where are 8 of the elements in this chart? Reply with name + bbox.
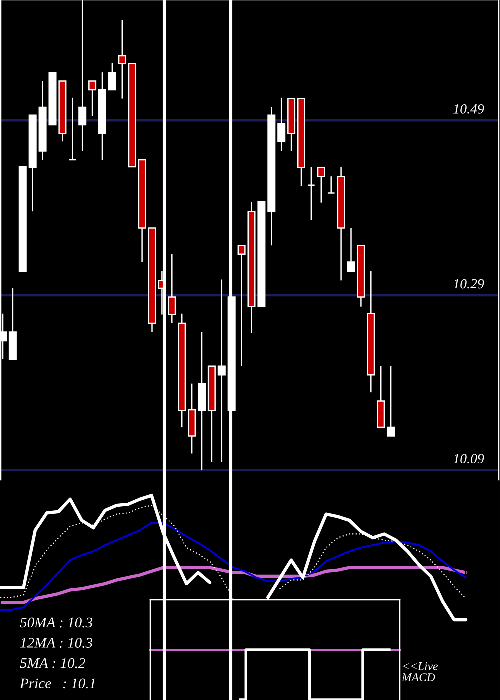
annotation: 50MA : 10.3: [20, 618, 93, 628]
text: 12MA : 10.3: [20, 638, 93, 648]
y-tick-label: 10.29: [454, 279, 484, 289]
text: Price : 10.1: [20, 678, 95, 689]
text: <<Live MACD: [402, 662, 438, 682]
y-tick-label: 10.09: [454, 454, 484, 464]
text: 5MA : 10.2: [20, 658, 86, 668]
y-tick-label: 10.49: [454, 104, 484, 114]
